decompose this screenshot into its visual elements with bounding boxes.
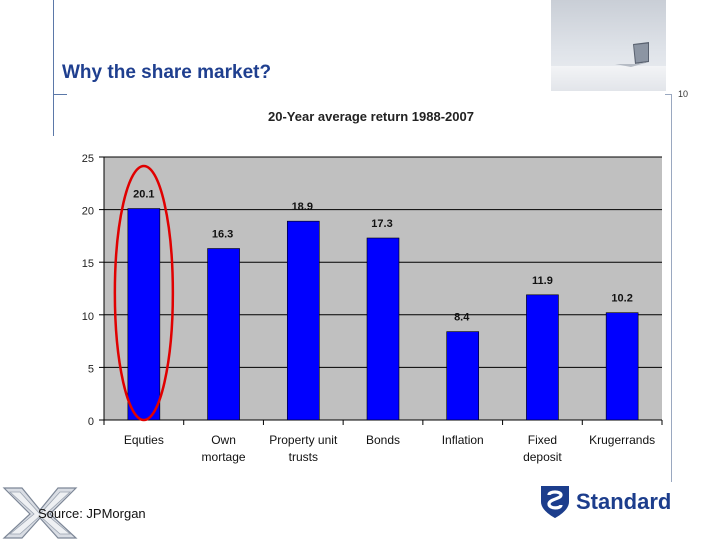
x-tick-label: Own mortage	[202, 433, 246, 464]
data-label: 11.9	[532, 275, 553, 287]
bar	[207, 248, 240, 421]
y-tick-label: 10	[82, 311, 94, 323]
y-tick-label: 5	[88, 363, 94, 375]
bar	[446, 331, 480, 421]
data-label: 17.3	[371, 218, 392, 230]
data-label: 8.4	[454, 312, 470, 324]
left-vertical-rule	[53, 0, 54, 136]
x-tick-label: Equties	[124, 433, 164, 447]
bar	[286, 220, 320, 421]
y-tick-label: 0	[88, 416, 94, 428]
bar	[366, 237, 400, 421]
data-label: 10.2	[611, 293, 632, 305]
x-tick-label: Fixed deposit	[523, 433, 562, 464]
bar	[127, 208, 161, 421]
y-tick-label: 20	[82, 206, 94, 218]
bar	[605, 312, 639, 421]
x-tick-label: Bonds	[366, 433, 400, 447]
laptop-photo-icon	[551, 0, 666, 91]
data-label: 20.1	[133, 189, 154, 201]
jse-logo-icon	[0, 486, 80, 540]
standard-bank-logo: Standard	[538, 484, 672, 520]
right-tick-rule	[665, 94, 672, 95]
x-tick-label: Property unit trusts	[269, 433, 338, 464]
highlight-ellipse	[113, 164, 175, 422]
source-note: Source: JPMorgan	[38, 506, 146, 521]
y-tick-label: 15	[82, 258, 94, 270]
brand-name: Standard	[576, 489, 672, 514]
data-label: 16.3	[212, 229, 233, 241]
y-tick-label: 25	[82, 153, 94, 165]
bar-chart: 20-Year average return 1988-2007 0 5 10 15 20…	[82, 109, 663, 464]
data-label: 18.9	[292, 201, 313, 213]
page-number: 10	[678, 89, 689, 99]
slide-title: Why the share market?	[62, 62, 272, 83]
x-tick-label: Krugerrands	[589, 433, 655, 447]
right-vertical-rule	[671, 94, 672, 482]
bar	[526, 294, 559, 421]
x-tick-label: Inflation	[442, 433, 484, 447]
chart-container: 20-Year average return 1988-2007 0 5 10 15 20…	[0, 100, 720, 480]
title-underline-rule	[53, 94, 67, 95]
chart-title: 20-Year average return 1988-2007	[268, 109, 474, 124]
shield-icon	[541, 486, 569, 518]
